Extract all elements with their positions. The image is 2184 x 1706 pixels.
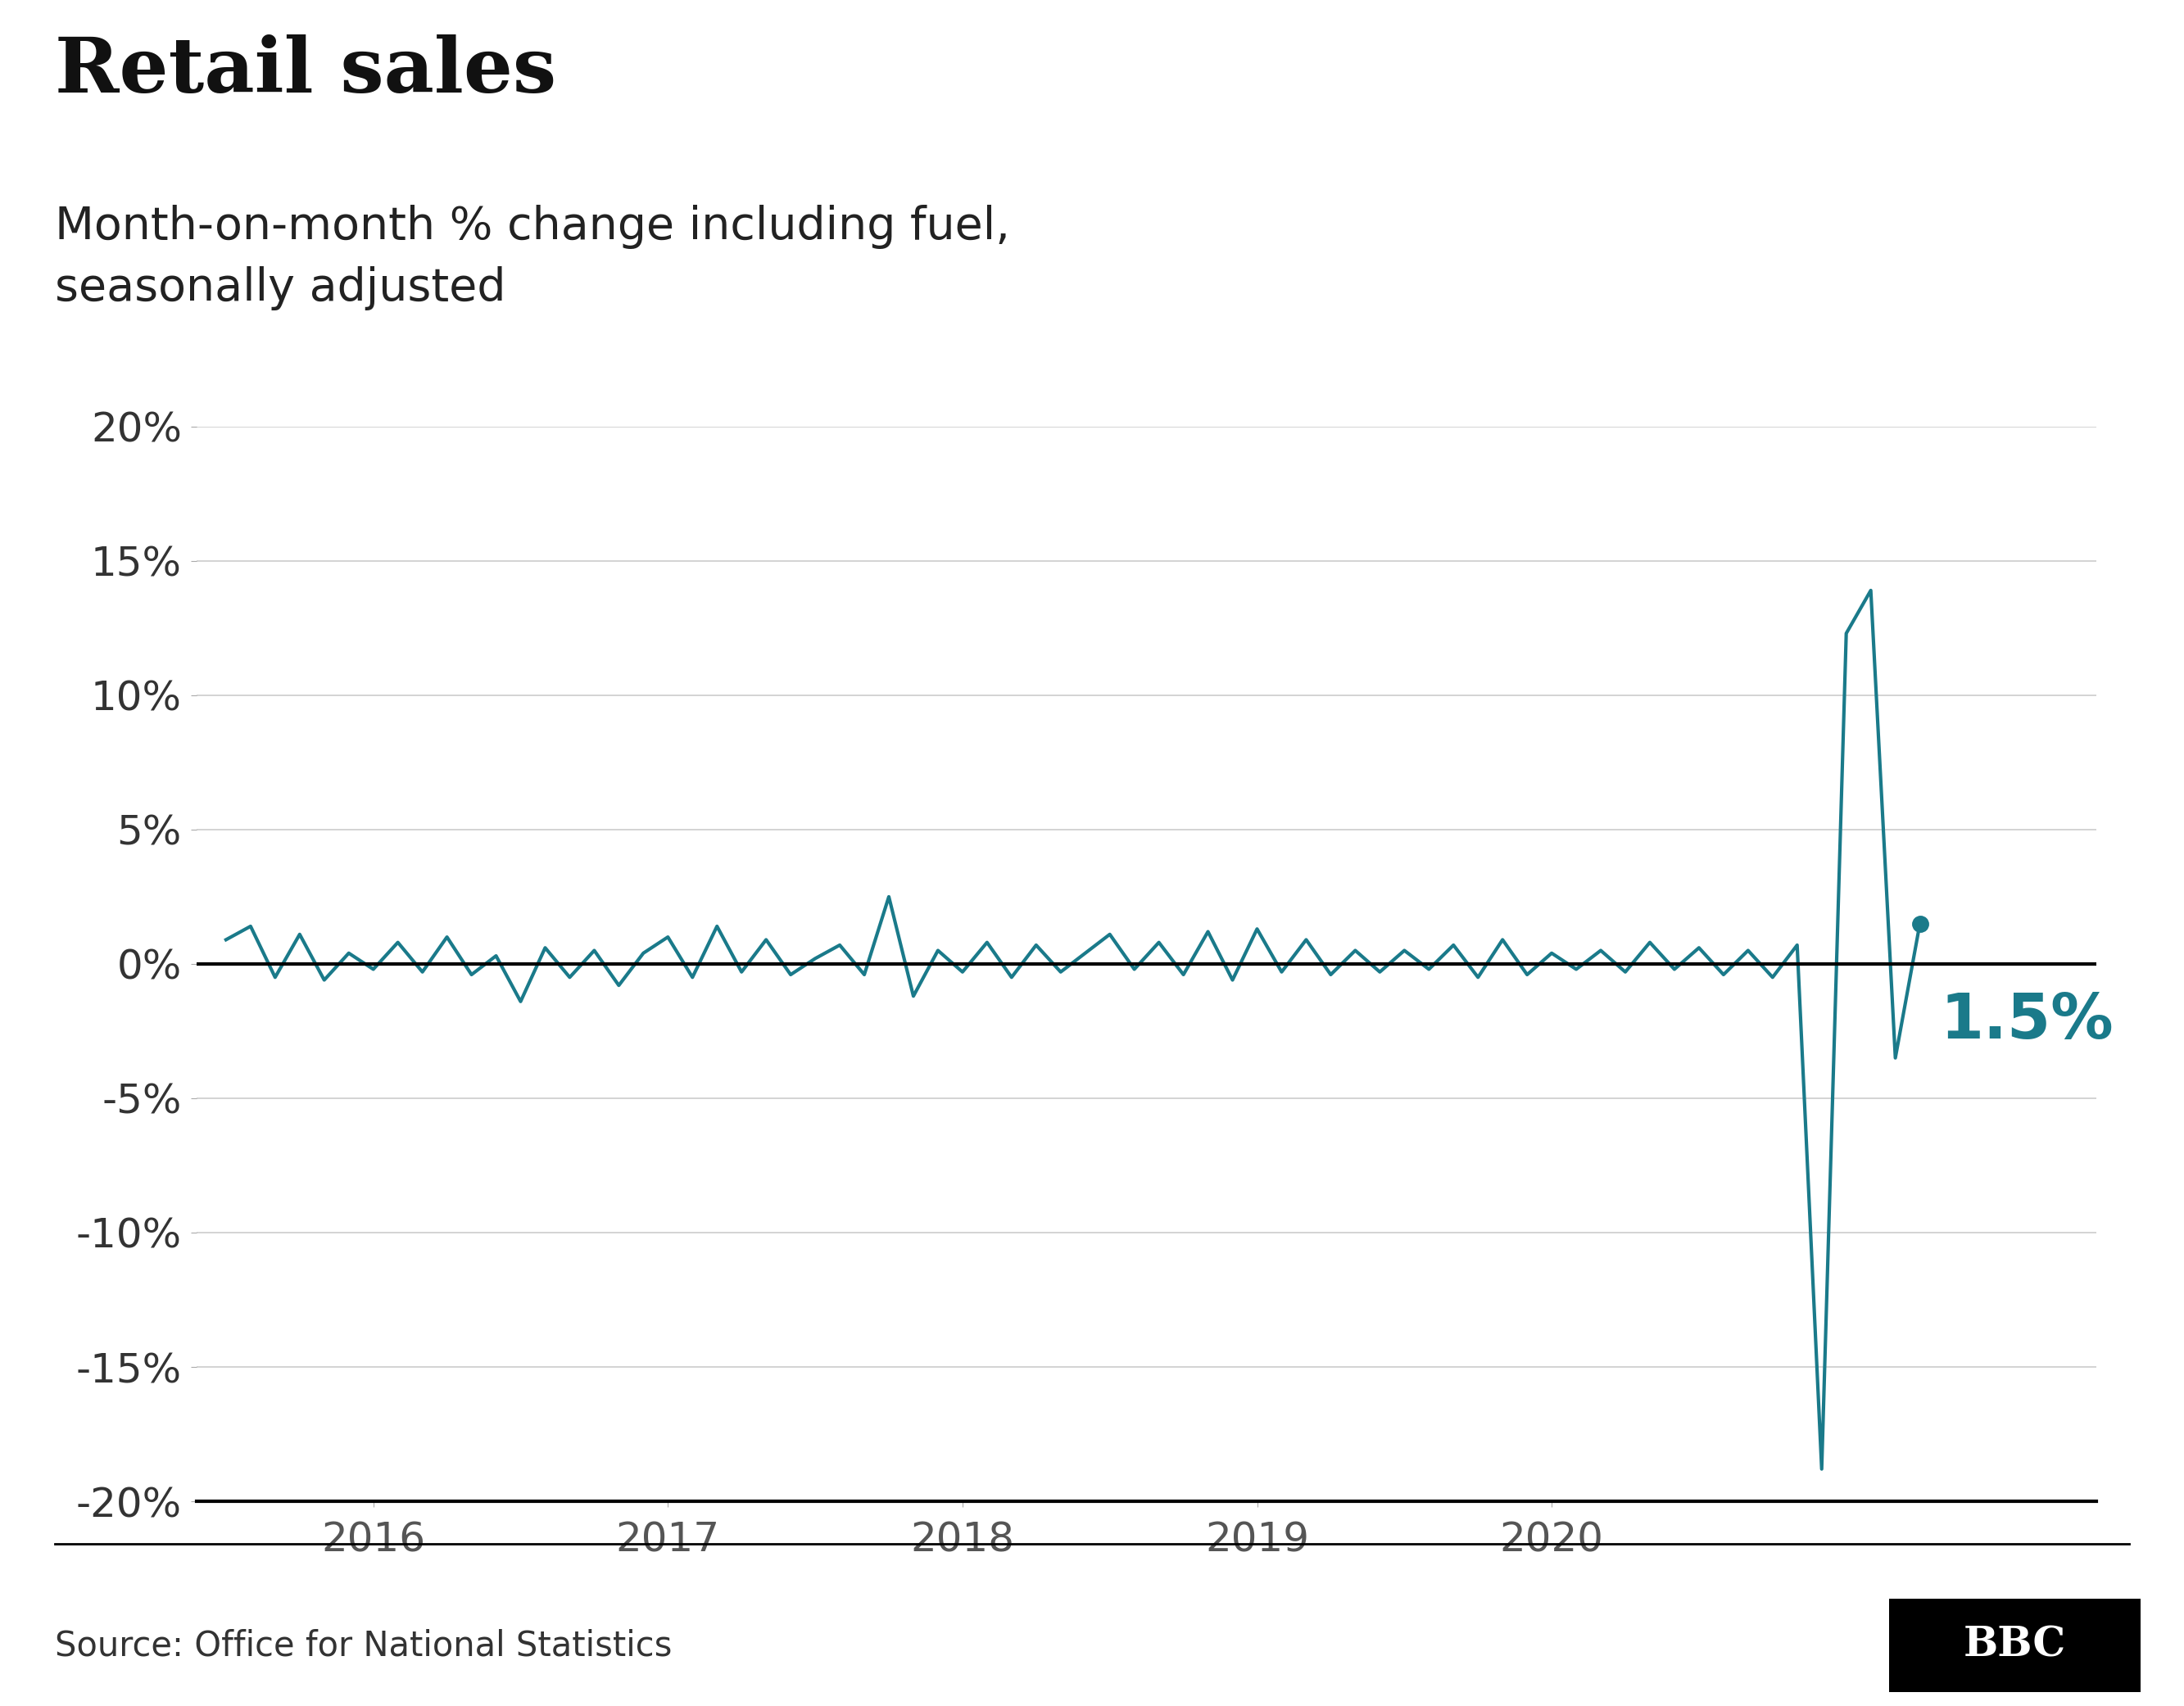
- Text: BBC: BBC: [1963, 1626, 2066, 1665]
- Text: Month-on-month % change including fuel,
seasonally adjusted: Month-on-month % change including fuel, …: [55, 205, 1009, 310]
- Text: Source: Office for National Statistics: Source: Office for National Statistics: [55, 1629, 673, 1663]
- Text: Retail sales: Retail sales: [55, 34, 557, 107]
- Text: 1.5%: 1.5%: [1942, 991, 2114, 1051]
